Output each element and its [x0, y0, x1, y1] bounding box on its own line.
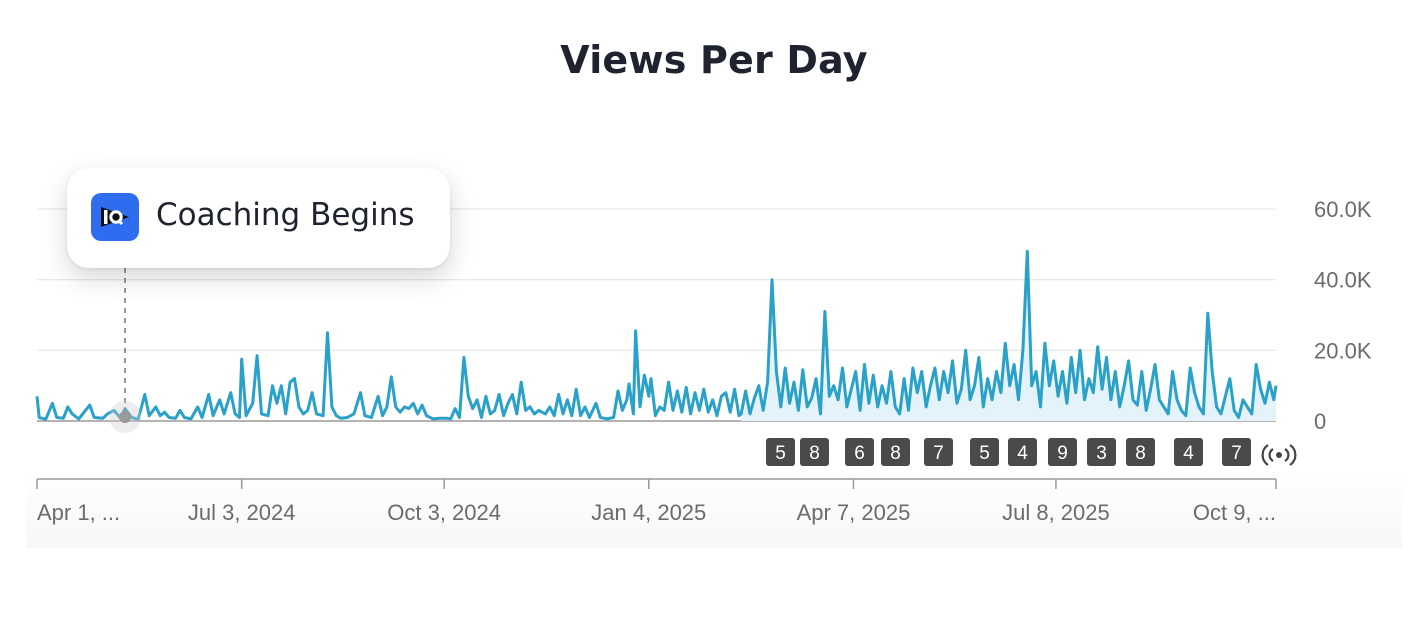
- x-tick-label: Jan 4, 2025: [591, 500, 706, 525]
- day-badge-bg: [881, 438, 910, 466]
- day-badge-label: 8: [890, 443, 901, 464]
- day-badge-bg: [1048, 438, 1077, 466]
- day-badge[interactable]: 4: [1008, 438, 1037, 466]
- iq-logo-icon: [91, 193, 139, 241]
- day-badge[interactable]: 4: [1174, 438, 1203, 466]
- day-badge-bg: [1008, 438, 1037, 466]
- day-badge-bg: [1174, 438, 1203, 466]
- y-tick-label: 20.0K: [1314, 338, 1372, 363]
- day-badge[interactable]: 5: [970, 438, 999, 466]
- day-badge-label: 8: [809, 443, 820, 464]
- broadcast-icon[interactable]: [1261, 444, 1297, 466]
- series-line-layer: [35, 249, 1278, 421]
- annotation-marker[interactable]: [119, 411, 132, 423]
- day-badge-label: 3: [1096, 443, 1107, 464]
- day-badge[interactable]: 5: [766, 438, 795, 466]
- y-tick-label: 60.0K: [1314, 197, 1372, 222]
- day-badge[interactable]: 7: [924, 438, 953, 466]
- day-badge[interactable]: 8: [800, 438, 829, 466]
- day-badge[interactable]: 8: [1126, 438, 1155, 466]
- day-badge-label: 4: [1183, 443, 1194, 464]
- day-badge-label: 7: [933, 443, 944, 464]
- day-badge-bg: [1126, 438, 1155, 466]
- annotation-callout[interactable]: Coaching Begins: [67, 168, 450, 268]
- day-badge-label: 9: [1057, 443, 1068, 464]
- day-badge[interactable]: 6: [845, 438, 874, 466]
- annotation-label: Coaching Begins: [156, 197, 415, 233]
- day-badge-bg: [845, 438, 874, 466]
- day-badge-label: 6: [854, 443, 865, 464]
- x-tick-label: Jul 8, 2025: [1002, 500, 1110, 525]
- x-axis-panel: [26, 470, 1402, 548]
- day-badge-label: 7: [1231, 443, 1242, 464]
- x-axis: Apr 1, ... Jul 3, 2024 Oct 3, 2024 Jan 4, 2…: [36, 478, 1277, 525]
- annotation-layer: [109, 268, 142, 433]
- day-badge-bg: [800, 438, 829, 466]
- day-badge-label: 5: [979, 443, 990, 464]
- day-badge-label: 5: [775, 443, 786, 464]
- series-line[interactable]: [35, 249, 1278, 421]
- y-axis-labels: 0 20.0K 40.0K 60.0K: [1314, 197, 1372, 434]
- y-tick-label: 0: [1314, 409, 1326, 434]
- day-badge-label: 4: [1017, 443, 1028, 464]
- day-badges: 5 8 6 8 7 5 4 9 3 8 4 7: [766, 438, 1251, 466]
- day-badge-label: 8: [1135, 443, 1146, 464]
- day-badge[interactable]: 3: [1087, 438, 1116, 466]
- day-badge[interactable]: 9: [1048, 438, 1077, 466]
- x-tick-label: Oct 3, 2024: [387, 500, 501, 525]
- chart-title: Views Per Day: [560, 38, 868, 82]
- x-tick-label: Apr 1, ...: [37, 500, 120, 525]
- day-badge[interactable]: 7: [1222, 438, 1251, 466]
- x-tick-label: Oct 9, ...: [1193, 500, 1276, 525]
- day-badge-bg: [1222, 438, 1251, 466]
- day-badge-bg: [766, 438, 795, 466]
- y-tick-label: 40.0K: [1314, 268, 1372, 293]
- day-badge[interactable]: 8: [881, 438, 910, 466]
- x-tick-label: Apr 7, 2025: [797, 500, 911, 525]
- day-badge-bg: [924, 438, 953, 466]
- day-badge-bg: [970, 438, 999, 466]
- x-tick-label: Jul 3, 2024: [188, 500, 296, 525]
- day-badge-bg: [1087, 438, 1116, 466]
